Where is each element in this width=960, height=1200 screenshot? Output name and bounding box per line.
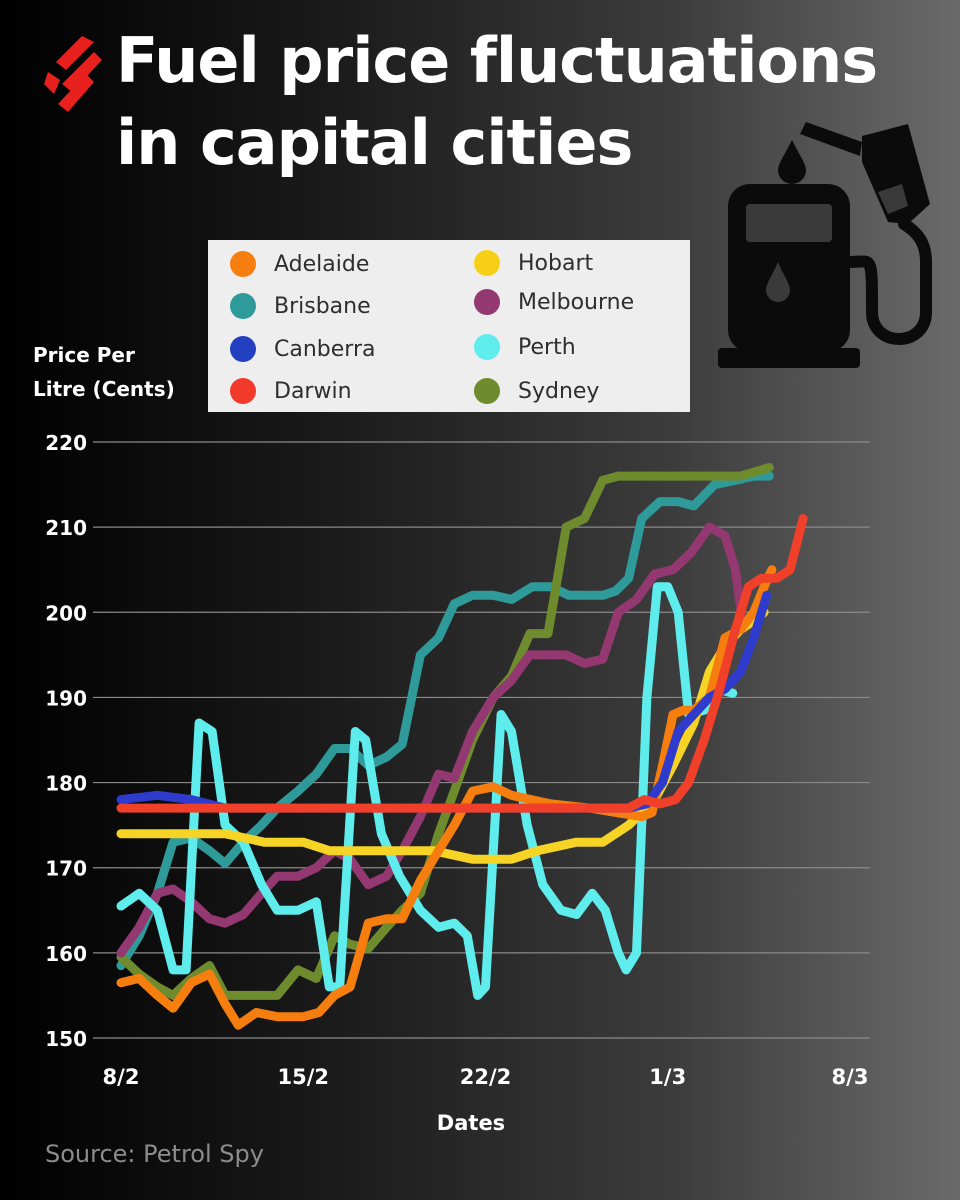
x-tick-label-8-2: 8/2 xyxy=(103,1065,140,1089)
legend-item-sydney: Sydney xyxy=(474,376,599,406)
legend-label-adelaide: Adelaide xyxy=(274,251,370,277)
legend-item-adelaide: Adelaide xyxy=(230,249,369,279)
series-line-perth xyxy=(116,582,738,1000)
y-tick-label-220: 220 xyxy=(45,431,87,455)
series-lines xyxy=(116,463,808,1030)
legend-label-canberra: Canberra xyxy=(274,336,376,362)
legend-swatch-brisbane xyxy=(230,293,256,319)
fuel-pump-icon xyxy=(718,122,932,368)
series-line-brisbane xyxy=(116,471,774,971)
x-tick-label-15-2: 15/2 xyxy=(277,1065,329,1089)
x-tick-labels: 8/2 15/2 22/2 1/3 8/3 xyxy=(103,1065,869,1089)
legend-swatch-canberra xyxy=(230,336,256,362)
series-line-sydney xyxy=(116,463,774,1000)
legend-swatch-hobart xyxy=(474,250,500,276)
legend-label-perth: Perth xyxy=(518,334,576,360)
y-tick-label-170: 170 xyxy=(45,857,87,881)
chart-legend: Adelaide Brisbane Canberra Darwin Hobart… xyxy=(208,240,690,412)
y-tick-label-160: 160 xyxy=(45,942,87,966)
legend-item-melbourne: Melbourne xyxy=(474,287,634,317)
brand-logo-icon xyxy=(44,36,102,112)
y-axis-label-line-1: Price Per xyxy=(33,343,135,367)
legend-swatch-adelaide xyxy=(230,251,256,277)
legend-item-brisbane: Brisbane xyxy=(230,291,371,321)
legend-item-perth: Perth xyxy=(474,332,576,362)
legend-item-hobart: Hobart xyxy=(474,248,593,278)
y-axis-label: Price Per Litre (Cents) xyxy=(33,338,175,406)
x-tick-label-22-2: 22/2 xyxy=(460,1065,512,1089)
series-line-adelaide xyxy=(116,565,777,1030)
legend-swatch-sydney xyxy=(474,378,500,404)
legend-label-darwin: Darwin xyxy=(274,378,352,404)
y-tick-label-210: 210 xyxy=(45,516,87,540)
legend-label-brisbane: Brisbane xyxy=(274,293,371,319)
legend-swatch-perth xyxy=(474,334,500,360)
page-title-line-2: in capital cities xyxy=(116,106,633,179)
x-tick-label-1-3: 1/3 xyxy=(649,1065,686,1089)
y-tick-label-180: 180 xyxy=(45,772,87,796)
series-line-canberra xyxy=(116,590,772,813)
legend-label-hobart: Hobart xyxy=(518,250,594,276)
legend-item-canberra: Canberra xyxy=(230,334,375,364)
series-line-hobart xyxy=(116,607,769,864)
legend-label-sydney: Sydney xyxy=(518,378,600,404)
x-tick-label-8-3: 8/3 xyxy=(832,1065,869,1089)
x-axis-label: Dates xyxy=(437,1111,505,1135)
source-credit: Source: Petrol Spy xyxy=(45,1140,264,1168)
y-tick-label-200: 200 xyxy=(45,601,87,625)
y-tick-label-150: 150 xyxy=(45,1027,87,1051)
legend-item-darwin: Darwin xyxy=(230,376,352,406)
page-title-line-1: Fuel price fluctuations xyxy=(116,24,878,97)
series-line-melbourne xyxy=(116,522,748,958)
series-line-darwin xyxy=(116,514,808,813)
y-axis-label-line-2: Litre (Cents) xyxy=(33,377,175,401)
y-tick-labels: 150 160 170 180 190 200 210 220 xyxy=(45,431,87,1051)
legend-swatch-darwin xyxy=(230,378,256,404)
legend-label-melbourne: Melbourne xyxy=(518,289,635,315)
gridlines xyxy=(93,441,870,1039)
y-tick-label-190: 190 xyxy=(45,686,87,710)
legend-swatch-melbourne xyxy=(474,289,500,315)
